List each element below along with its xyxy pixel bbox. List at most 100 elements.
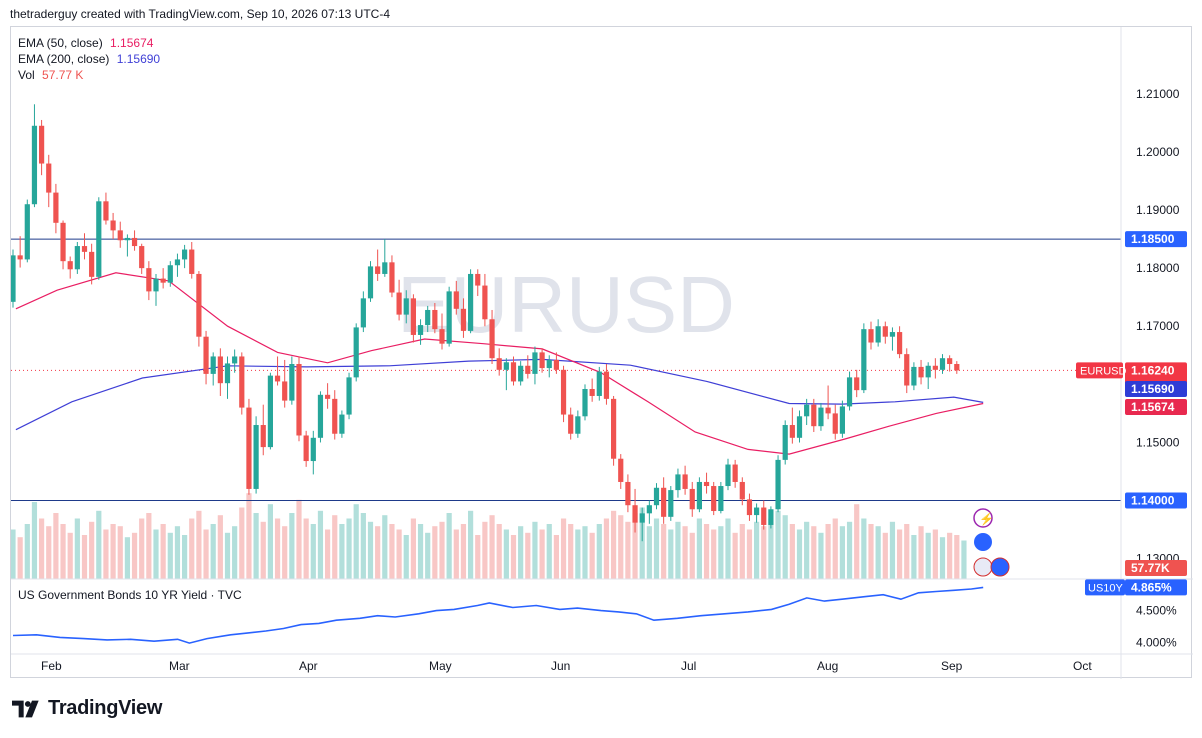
volume-bar: [818, 532, 824, 579]
volume-bar: [375, 526, 381, 579]
candle: [482, 273, 488, 327]
lower-pane: 4.500% 4.000% US10Y 4.865%: [11, 578, 1193, 649]
candle-body: [539, 352, 545, 369]
volume-bars: [11, 493, 967, 579]
candle: [217, 348, 223, 396]
candle-body: [182, 249, 188, 260]
candle-body: [417, 325, 424, 335]
candle: [839, 400, 845, 438]
price-tick-label: 1.21000: [1136, 87, 1180, 101]
candle-body: [625, 481, 631, 506]
volume-bar: [775, 510, 781, 579]
candle-body: [246, 407, 252, 489]
ema50-line: [15, 272, 984, 455]
candle: [410, 294, 416, 343]
volume-bar: [253, 513, 259, 579]
volume-bar: [582, 526, 588, 579]
candle-body: [675, 474, 681, 491]
legend-vol[interactable]: Vol 57.77 K: [18, 67, 160, 83]
candle: [53, 183, 59, 234]
ema200-price-label: 1.15690: [1125, 381, 1187, 397]
candle: [17, 236, 23, 268]
volume-bar: [525, 532, 531, 579]
volume-bar: [103, 529, 109, 579]
candle-body: [303, 435, 309, 462]
candle-body: [124, 237, 130, 241]
candle-body: [546, 359, 552, 369]
candle: [661, 477, 667, 524]
volume-bar: [961, 540, 967, 579]
volume-bar: [274, 518, 281, 579]
legend-ema50[interactable]: EMA (50, close) 1.15674: [18, 35, 160, 51]
candle: [689, 481, 695, 517]
candle: [468, 269, 474, 334]
price-chart[interactable]: EURUSD 1.21000 1.20000 1.19000 1.18000 1.170…: [11, 27, 1193, 679]
candle: [518, 361, 524, 386]
candle: [232, 349, 238, 373]
candle: [189, 241, 195, 279]
candle-body: [460, 308, 467, 331]
ema200-price-label-bg: [1125, 381, 1187, 397]
candle-body: [589, 388, 595, 396]
candle-body: [725, 464, 731, 487]
candle-body: [861, 329, 867, 391]
volume-bar: [489, 515, 495, 579]
candle: [811, 398, 817, 432]
candle: [639, 507, 645, 542]
candle: [139, 243, 145, 274]
candle-body: [661, 487, 667, 517]
candle-body: [167, 265, 173, 283]
candle-body: [89, 251, 95, 277]
time-tick-label: Feb: [41, 659, 62, 673]
candle: [846, 371, 853, 411]
candle: [131, 230, 138, 251]
legend-ema200[interactable]: EMA (200, close) 1.15690: [18, 51, 160, 67]
candle: [260, 404, 266, 456]
volume-bar: [339, 524, 345, 579]
candle: [525, 355, 531, 379]
candle: [282, 359, 288, 408]
chart-frame[interactable]: EURUSD 1.21000 1.20000 1.19000 1.18000 1.170…: [10, 26, 1193, 679]
candle: [310, 430, 316, 475]
candle-body: [475, 273, 481, 286]
time-tick-label: Jul: [681, 659, 696, 673]
candle: [596, 366, 602, 401]
volume-bar: [167, 532, 173, 579]
volume-bar: [460, 524, 467, 579]
volume-bar: [174, 526, 181, 579]
candle-body: [139, 246, 145, 269]
volume-bar: [625, 521, 631, 579]
candle: [875, 319, 881, 347]
volume-bar: [203, 529, 209, 579]
volume-bar: [182, 535, 188, 579]
volume-bar: [117, 526, 123, 579]
candle: [854, 369, 860, 398]
candle-body: [646, 505, 652, 514]
candle: [346, 372, 352, 420]
ema200-price-label-text: 1.15690: [1131, 382, 1175, 396]
candle: [589, 378, 595, 402]
candle: [739, 477, 745, 506]
candle-body: [482, 285, 488, 320]
candle-body: [432, 309, 438, 330]
volume-bar: [317, 510, 324, 579]
candle-body: [310, 437, 316, 462]
volume-bar: [360, 513, 366, 579]
volume-bar: [146, 513, 152, 579]
volume-bar: [11, 529, 16, 579]
candle: [67, 256, 73, 279]
candle: [503, 358, 509, 391]
level-label-1-text: 1.18500: [1131, 232, 1175, 246]
candle: [746, 493, 753, 521]
candle-body: [189, 249, 195, 274]
candle-body: [954, 364, 960, 371]
volume-bar: [296, 499, 302, 579]
candle-body: [682, 474, 688, 489]
legend-ema200-value: 1.15690: [116, 52, 161, 66]
volume-bar: [139, 518, 145, 579]
candle: [553, 352, 559, 374]
volume-bar: [110, 524, 116, 579]
candle: [460, 298, 467, 338]
volume-bar: [718, 526, 724, 579]
volume-bar: [675, 521, 681, 579]
